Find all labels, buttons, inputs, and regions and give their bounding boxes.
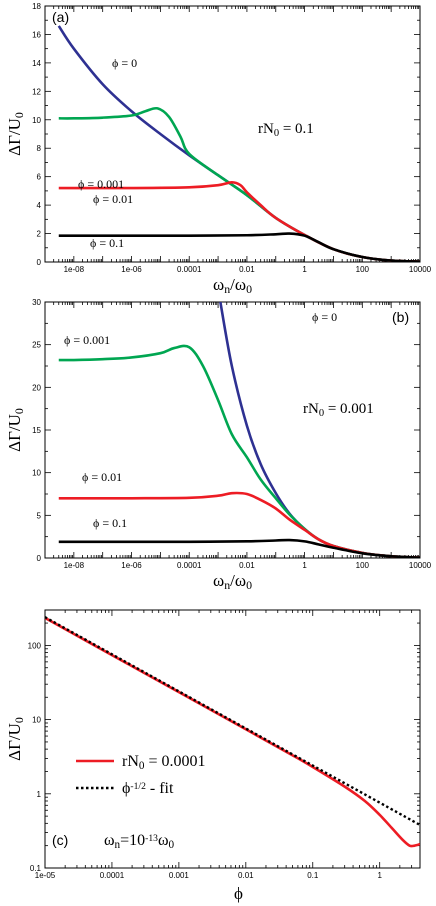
y-tick-label: 25 — [32, 341, 41, 350]
chart-panel-c: 1e-05 0.0001 0.001 0.01 0.1 1 0.1 1 10 100 (c) ϕ ΔΓ/… — [5, 609, 421, 903]
series-label: ϕ = 0 — [312, 310, 337, 324]
x-tick-label: 10000 — [409, 265, 432, 274]
x-axis-label: ωn/ω0 — [213, 275, 252, 296]
panel-label: (b) — [392, 309, 409, 325]
x-tick-label: 0.01 — [239, 265, 255, 274]
x-tick-label: 1e-08 — [64, 561, 85, 570]
x-tick-label: 1 — [377, 871, 382, 880]
legend-label: ϕ-1/2 - fit — [122, 780, 174, 797]
plot-frame — [44, 609, 421, 869]
y-tick-label: 0.1 — [30, 864, 42, 873]
x-tick-label: 0.1 — [307, 871, 319, 880]
series-label: ϕ = 0.1 — [90, 236, 124, 250]
y-tick-label: 0 — [37, 554, 42, 563]
x-tick-label: 1 — [302, 561, 307, 570]
y-tick-label: 6 — [37, 173, 42, 182]
series-label: ϕ = 0.01 — [93, 192, 133, 206]
x-tick-label: 1e-06 — [121, 265, 142, 274]
y-tick-label: 1 — [37, 790, 42, 799]
series-label: ϕ = 0.001 — [78, 177, 124, 191]
series-label: ϕ = 0.001 — [64, 333, 110, 347]
y-tick-label: 20 — [32, 383, 41, 392]
x-axis-label: ϕ — [234, 884, 243, 903]
y-tick-label: 30 — [32, 298, 41, 307]
y-tick-label: 16 — [32, 30, 41, 39]
x-tick-label: 1 — [302, 265, 307, 274]
y-axis-label: ΔΓ/U0 — [5, 717, 26, 761]
y-tick-label: 10 — [32, 716, 41, 725]
series-label: ϕ = 0.01 — [82, 470, 122, 484]
y-axis-label: ΔΓ/U0 — [5, 408, 26, 452]
y-tick-label: 12 — [32, 87, 41, 96]
x-tick-label: 100 — [356, 265, 370, 274]
x-tick-label: 0.0001 — [100, 871, 125, 880]
x-tick-label: 1e-06 — [121, 561, 142, 570]
x-tick-label: 1e-08 — [64, 265, 85, 274]
x-tick-label: 0.001 — [169, 871, 190, 880]
panel-label: (a) — [52, 9, 69, 25]
annotation: ωn=10-13ω0 — [104, 832, 174, 851]
chart-panel-a: 1e-08 1e-06 0.0001 0.01 1 100 10000 0 2 4 6 8 10 12 14… — [5, 2, 432, 296]
y-tick-label: 8 — [37, 144, 42, 153]
x-tick-label: 0.01 — [238, 871, 254, 880]
series-line-3 — [58, 232, 420, 262]
y-tick-label: 15 — [32, 426, 41, 435]
y-axis-label: ΔΓ/U0 — [5, 112, 26, 156]
y-tick-label: 0 — [37, 258, 42, 267]
x-tick-label: 0.01 — [239, 561, 255, 570]
y-tick-label: 10 — [32, 469, 41, 478]
series-label: ϕ = 0 — [112, 56, 137, 70]
series-line-0 — [45, 616, 420, 848]
panel-label: (c) — [52, 832, 68, 848]
y-tick-label: 2 — [37, 230, 42, 239]
y-tick-label: 14 — [32, 59, 41, 68]
y-tick-label: 4 — [37, 201, 42, 210]
series-line-0 — [219, 302, 420, 558]
annotation: rN0 = 0.1 — [258, 121, 314, 139]
legend-label: rN0 = 0.0001 — [122, 753, 206, 772]
chart-panel-b: 1e-08 1e-06 0.0001 0.01 1 100 10000 0 5 10 15 20 25 3… — [5, 298, 432, 592]
x-tick-label: 10000 — [409, 561, 432, 570]
x-tick-label: 0.0001 — [177, 561, 202, 570]
y-tick-label: 5 — [37, 511, 42, 520]
y-tick-label: 10 — [32, 116, 41, 125]
plot-frame — [44, 5, 421, 263]
x-axis-label: ωn/ω0 — [213, 571, 252, 592]
y-tick-label: 18 — [32, 2, 41, 11]
x-tick-label: 100 — [356, 561, 370, 570]
series-line-3 — [58, 538, 420, 558]
x-tick-label: 0.0001 — [177, 265, 202, 274]
y-tick-label: 100 — [28, 641, 42, 650]
annotation: rN0 = 0.001 — [303, 401, 374, 419]
x-tick-label: 1e-05 — [35, 871, 56, 880]
series-label: ϕ = 0.1 — [93, 516, 127, 530]
